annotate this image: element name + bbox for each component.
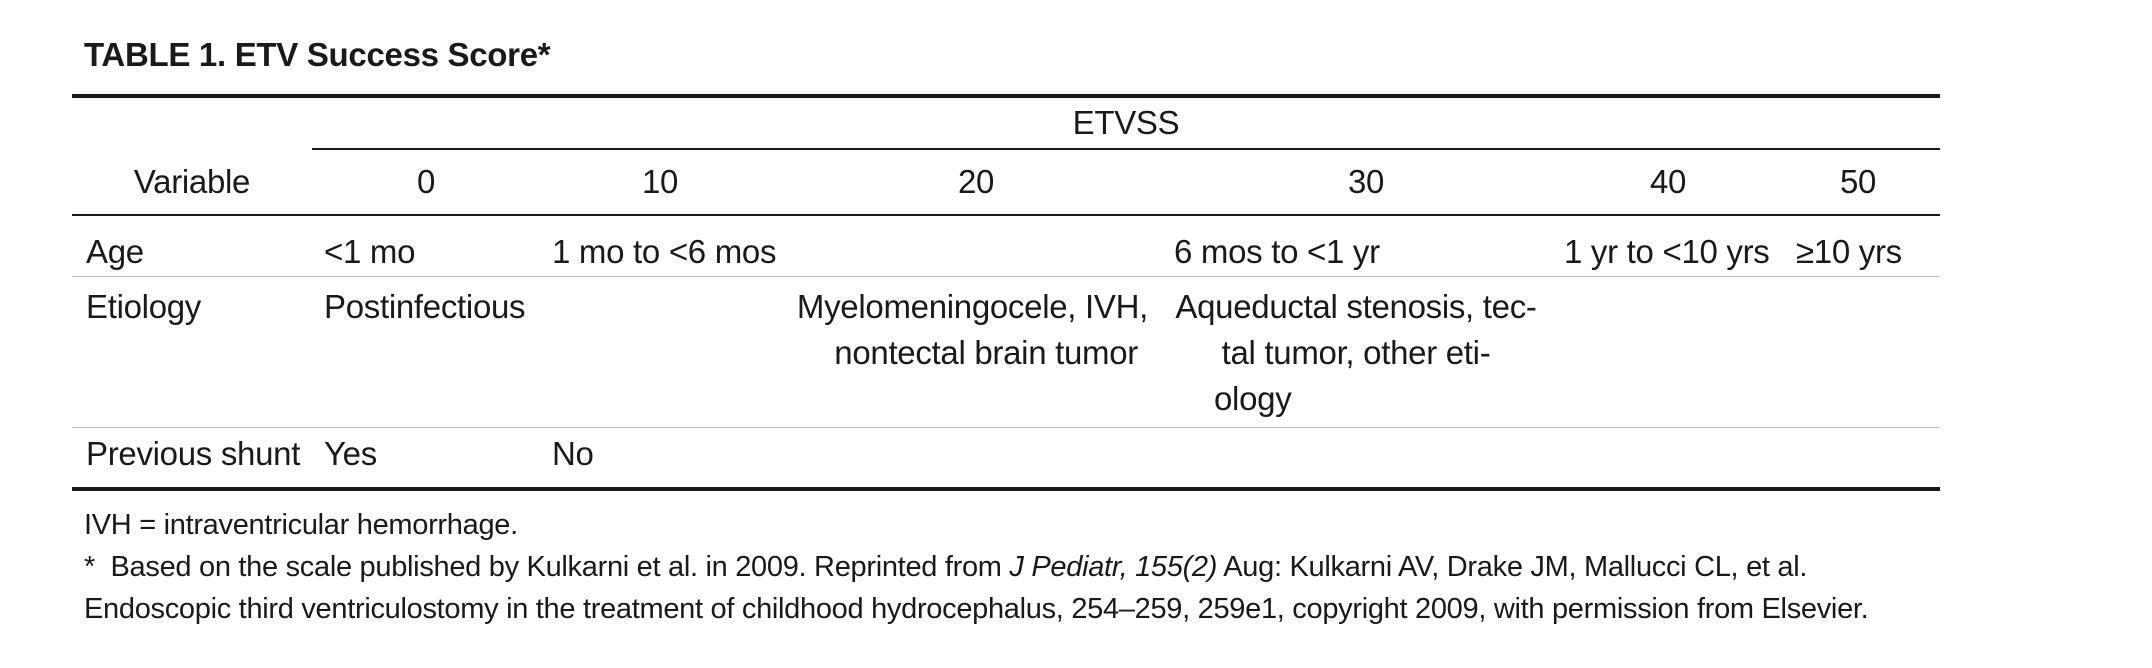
row-etiology-score-20-line-2: nontectal brain tumor bbox=[834, 334, 1138, 371]
footnote-journal: J Pediatr, 155(2) bbox=[1009, 551, 1218, 583]
row-previous-shunt-score-10: No bbox=[552, 435, 594, 472]
column-header-score-30: 30 bbox=[1347, 163, 1385, 200]
table-title: TABLE 1. ETV Success Score* bbox=[84, 36, 551, 73]
column-header-score-20: 20 bbox=[957, 163, 995, 200]
row-age-score-30: 6 mos to <1 yr bbox=[1174, 233, 1380, 270]
footnote-text-part-1: Based on the scale published by Kulkarni… bbox=[110, 551, 1010, 583]
row-etiology-score-30-line-3: ology bbox=[1214, 380, 1292, 417]
footnote-text-part-2: Aug: Kulkarni AV, Drake JM, Mallucci CL,… bbox=[1217, 551, 1808, 583]
footnote-source-line-1: * Based on the scale published by Kulkar… bbox=[84, 546, 1807, 588]
column-header-variable: Variable bbox=[133, 163, 251, 200]
top-rule bbox=[72, 94, 1940, 98]
row-etiology-score-20-line-1: Myelomeningocele, IVH, bbox=[796, 288, 1148, 325]
row-divider-2 bbox=[72, 427, 1940, 428]
footnote-abbreviation: IVH = intraventricular hemorrhage. bbox=[84, 509, 518, 541]
column-header-score-0: 0 bbox=[416, 163, 436, 200]
column-header-score-10: 10 bbox=[641, 163, 679, 200]
row-age-score-0: <1 mo bbox=[324, 233, 416, 270]
column-header-score-40: 40 bbox=[1649, 163, 1687, 200]
row-divider-1 bbox=[72, 276, 1940, 277]
row-etiology-score-0: Postinfectious bbox=[324, 288, 526, 325]
row-age-score-10: 1 mo to <6 mos bbox=[552, 233, 777, 270]
footnote-marker: * bbox=[84, 551, 95, 583]
row-age-score-40: 1 yr to <10 yrs bbox=[1564, 233, 1770, 270]
group-header-etvss: ETVSS bbox=[1072, 104, 1180, 141]
row-previous-shunt-variable: Previous shunt bbox=[86, 435, 301, 472]
row-age-variable: Age bbox=[86, 233, 144, 270]
bottom-rule bbox=[72, 487, 1940, 491]
row-etiology-variable: Etiology bbox=[86, 288, 202, 325]
row-etiology-score-30-line-2: tal tumor, other eti- bbox=[1221, 334, 1491, 371]
row-age-score-50: ≥10 yrs bbox=[1796, 233, 1902, 270]
group-header-rule bbox=[312, 148, 1940, 150]
footnote-source-line-2: Endoscopic third ventriculostomy in the … bbox=[84, 593, 1869, 625]
row-etiology-score-30-line-1: Aqueductal stenosis, tec- bbox=[1175, 288, 1537, 325]
row-previous-shunt-score-0: Yes bbox=[324, 435, 377, 472]
header-bottom-rule bbox=[72, 214, 1940, 216]
column-header-score-50: 50 bbox=[1839, 163, 1877, 200]
